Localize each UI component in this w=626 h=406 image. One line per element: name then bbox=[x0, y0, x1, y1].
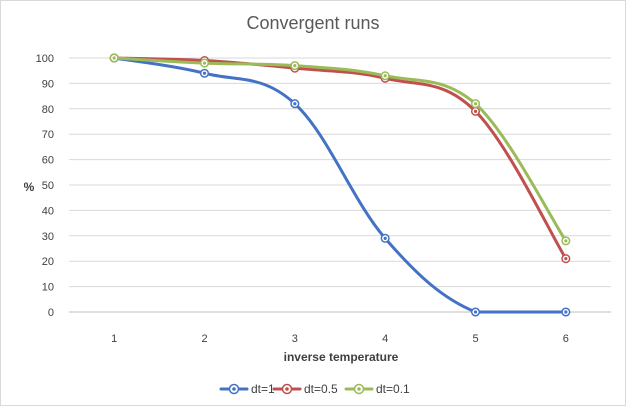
x-tick-label: 5 bbox=[472, 333, 478, 345]
data-point-center-dt-0-1 bbox=[473, 102, 478, 106]
y-axis-label: % bbox=[24, 180, 35, 194]
x-tick-label: 6 bbox=[563, 333, 569, 345]
gridlines bbox=[69, 57, 611, 313]
y-tick-label: 30 bbox=[42, 231, 54, 243]
y-tick-label: 10 bbox=[42, 282, 54, 294]
series-group bbox=[109, 53, 571, 317]
y-tick-label: 50 bbox=[42, 180, 54, 192]
legend-marker-center-dt-0-5 bbox=[285, 387, 289, 391]
series-line-dt-0-1 bbox=[112, 56, 568, 243]
y-tick-label: 60 bbox=[42, 155, 54, 167]
y-tick-label: 0 bbox=[48, 307, 54, 319]
y-tick-label: 70 bbox=[42, 129, 54, 141]
data-point-center-dt-1 bbox=[383, 236, 387, 240]
legend-marker-center-dt-1 bbox=[232, 387, 236, 391]
data-point-center-dt-1 bbox=[564, 310, 568, 314]
series-line-dt-0-5 bbox=[112, 56, 568, 261]
x-tick-label: 3 bbox=[292, 333, 298, 345]
legend-marker-center-dt-0-1 bbox=[357, 387, 361, 391]
legend-label-dt-0-5: dt=0.5 bbox=[304, 382, 338, 396]
x-tick-label: 4 bbox=[382, 333, 388, 345]
data-point-center-dt-0-5 bbox=[564, 257, 568, 261]
legend-label-dt-0-1: dt=0.1 bbox=[376, 382, 410, 396]
data-point-center-dt-1 bbox=[202, 71, 207, 75]
data-point-center-dt-1 bbox=[473, 310, 478, 314]
x-tick-label: 2 bbox=[201, 333, 207, 345]
y-tick-label: 80 bbox=[42, 104, 54, 116]
y-tick-label: 20 bbox=[42, 256, 54, 268]
data-point-center-dt-0-1 bbox=[202, 61, 207, 65]
x-axis-label: inverse temperature bbox=[284, 350, 399, 364]
x-tick-label: 1 bbox=[111, 333, 117, 345]
y-tick-label: 90 bbox=[42, 78, 54, 90]
chart-title: Convergent runs bbox=[246, 13, 379, 33]
data-point-center-dt-0-1 bbox=[293, 64, 297, 68]
y-axis-ticks: 0 10 20 30 40 50 60 70 80 90 100 bbox=[36, 53, 54, 319]
data-point-center-dt-0-5 bbox=[473, 109, 478, 113]
y-tick-label: 40 bbox=[42, 205, 54, 217]
legend-label-dt-1: dt=1 bbox=[251, 382, 275, 396]
data-point-center-dt-1 bbox=[293, 102, 297, 106]
data-point-center-dt-0-1 bbox=[564, 239, 568, 243]
legend: dt=1 dt=0.5 dt=0.1 bbox=[219, 382, 410, 396]
y-tick-label: 100 bbox=[36, 53, 54, 65]
data-point-center-dt-0-1 bbox=[112, 56, 116, 60]
data-point-center-dt-0-1 bbox=[383, 74, 387, 78]
x-axis-ticks: 1 2 3 4 5 6 bbox=[111, 333, 569, 345]
